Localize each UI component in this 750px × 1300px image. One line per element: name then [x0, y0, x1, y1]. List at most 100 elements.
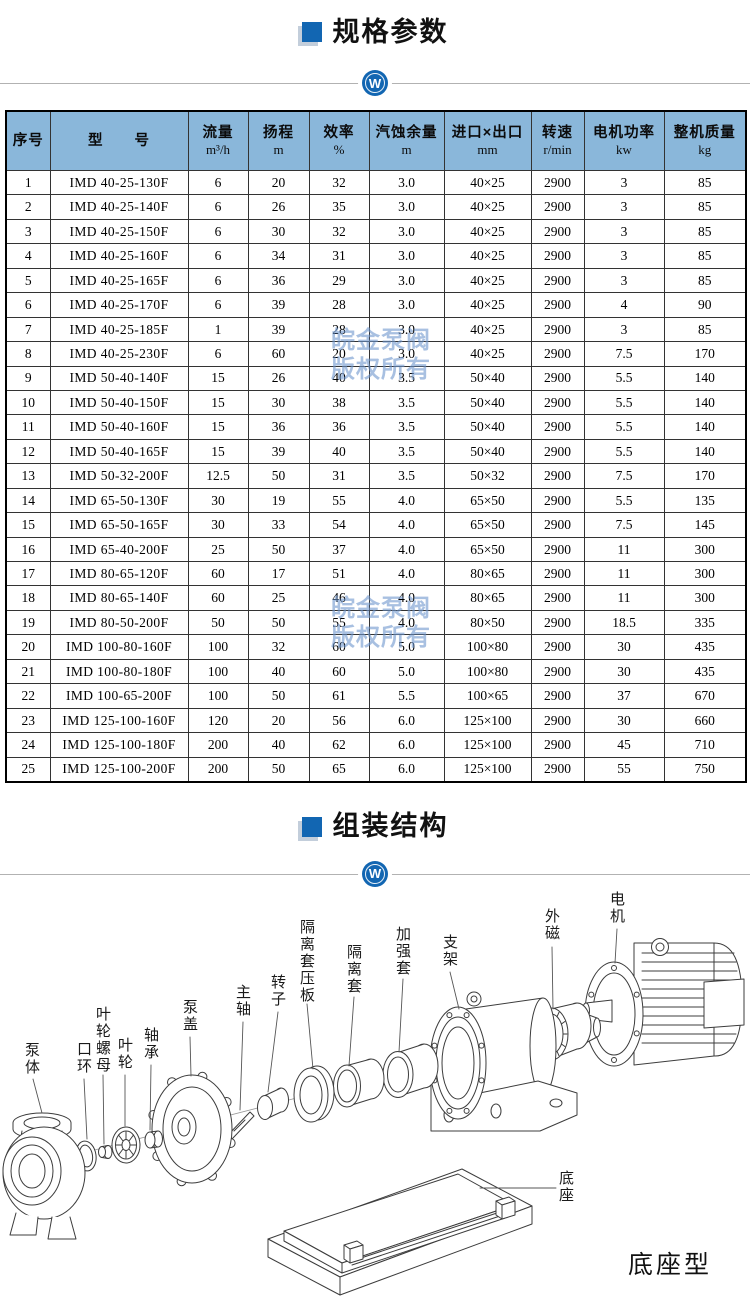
cell-npsh: 4.0 [368, 560, 445, 587]
cell-inlet-outlet: 80×65 [443, 585, 532, 611]
cell-no: 11 [5, 414, 51, 440]
cell-motor-power: 11 [583, 585, 665, 611]
table-row: 14 IMD 65-50-130F 30 19 55 4.0 65×50 2900 5.5 135 [5, 487, 747, 514]
cell-npsh: 3.5 [368, 414, 445, 440]
cell-inlet-outlet: 125×100 [443, 707, 532, 734]
reinforcement-sleeve-label: 加强套 [394, 925, 411, 977]
cell-efficiency: 60 [308, 634, 370, 660]
cell-no: 3 [5, 218, 51, 245]
cell-inlet-outlet: 40×25 [443, 341, 532, 367]
cell-inlet-outlet: 40×25 [443, 169, 532, 196]
cell-head: 39 [247, 292, 310, 318]
cell-inlet-outlet: 80×50 [443, 609, 532, 636]
cell-no: 15 [5, 512, 51, 538]
cell-flow: 100 [187, 634, 249, 660]
table-row: 13 IMD 50-32-200F 12.5 50 31 3.5 50×32 2900 7.5 1… [5, 463, 747, 489]
motor-drawing [582, 937, 745, 1067]
cell-model: IMD 40-25-170F [49, 292, 189, 318]
cell-flow: 200 [187, 756, 249, 783]
cell-npsh: 3.0 [368, 267, 445, 294]
cell-flow: 6 [187, 341, 249, 367]
cell-weight: 140 [663, 414, 747, 440]
column-label: 整机质量 [673, 125, 736, 142]
cell-motor-power: 5.5 [583, 414, 665, 440]
cell-efficiency: 36 [308, 414, 370, 440]
cell-speed: 2900 [530, 365, 585, 391]
cell-inlet-outlet: 80×65 [443, 560, 532, 587]
cell-weight: 90 [663, 292, 747, 318]
cell-weight: 135 [663, 487, 747, 514]
table-row: 25 IMD 125-100-200F 200 50 65 6.0 125×100 2900 5… [5, 756, 747, 783]
cell-inlet-outlet: 40×25 [443, 218, 532, 245]
cell-inlet-outlet: 100×65 [443, 683, 532, 709]
cell-speed: 2900 [530, 292, 585, 318]
cell-no: 20 [5, 634, 51, 660]
cell-efficiency: 55 [308, 609, 370, 636]
cell-npsh: 6.0 [368, 756, 445, 783]
cell-weight: 435 [663, 634, 747, 660]
cell-no: 16 [5, 536, 51, 563]
cell-model: IMD 100-65-200F [49, 683, 189, 709]
cell-no: 8 [5, 341, 51, 367]
cell-inlet-outlet: 100×80 [443, 634, 532, 660]
isolation-sleeve-plate-drawing [293, 1065, 335, 1123]
column-unit: m [273, 142, 284, 158]
cell-motor-power: 7.5 [583, 341, 665, 367]
impeller-nut-label: 叶轮螺母 [94, 1005, 111, 1074]
table-row: 5 IMD 40-25-165F 6 36 29 3.0 40×25 2900 3 85 [5, 267, 747, 294]
cell-weight: 140 [663, 365, 747, 391]
isolation-sleeve-drawing [333, 1058, 385, 1108]
cell-head: 50 [247, 756, 310, 783]
table-row: 21 IMD 100-80-180F 100 40 60 5.0 100×80 2900 30 4… [5, 658, 747, 685]
cell-model: IMD 40-25-140F [49, 194, 189, 220]
cell-no: 7 [5, 316, 51, 343]
cell-flow: 30 [187, 512, 249, 538]
cell-weight: 335 [663, 609, 747, 636]
cell-head: 17 [247, 560, 310, 587]
cell-flow: 50 [187, 609, 249, 636]
cell-motor-power: 11 [583, 536, 665, 563]
column-unit: m³/h [205, 142, 231, 158]
cell-speed: 2900 [530, 683, 585, 709]
column-label: 进口×出口 [451, 125, 524, 142]
cell-head: 32 [247, 634, 310, 660]
cell-flow: 60 [187, 560, 249, 587]
cell-model: IMD 125-100-160F [49, 707, 189, 734]
cell-speed: 2900 [530, 512, 585, 538]
cell-flow: 6 [187, 292, 249, 318]
cell-npsh: 6.0 [368, 732, 445, 758]
cell-npsh: 3.0 [368, 316, 445, 343]
cell-head: 50 [247, 536, 310, 563]
cell-motor-power: 5.5 [583, 365, 665, 391]
cell-flow: 15 [187, 365, 249, 391]
impeller-label: 叶轮 [116, 1036, 133, 1071]
cell-model: IMD 50-40-150F [49, 389, 189, 416]
cell-no: 10 [5, 389, 51, 416]
cell-inlet-outlet: 50×32 [443, 463, 532, 489]
section-divider: W [0, 860, 750, 887]
cell-weight: 300 [663, 585, 747, 611]
cell-head: 26 [247, 365, 310, 391]
cell-no: 6 [5, 292, 51, 318]
cell-motor-power: 55 [583, 756, 665, 783]
cell-speed: 2900 [530, 560, 585, 587]
cell-efficiency: 55 [308, 487, 370, 514]
cell-efficiency: 51 [308, 560, 370, 587]
cell-model: IMD 50-40-160F [49, 414, 189, 440]
bearing-drawing [144, 1130, 163, 1149]
cell-efficiency: 61 [308, 683, 370, 709]
cell-no: 17 [5, 560, 51, 587]
impeller-drawing [111, 1126, 141, 1164]
table-row: 24 IMD 125-100-180F 200 40 62 6.0 125×100 2900 4… [5, 732, 747, 758]
cell-efficiency: 37 [308, 536, 370, 563]
cell-model: IMD 40-25-160F [49, 243, 189, 269]
cell-motor-power: 4 [583, 292, 665, 318]
brand-w-logo-icon: W [362, 70, 388, 96]
cell-efficiency: 38 [308, 389, 370, 416]
cell-no: 25 [5, 756, 51, 783]
column-label: 转速 [542, 125, 573, 142]
cell-motor-power: 30 [583, 707, 665, 734]
cell-efficiency: 46 [308, 585, 370, 611]
assembly-diagram: 底座型 泵体 口环 叶轮螺母 叶轮 轴承 泵盖 主轴 转子 隔离套压板 隔离套 加强套 支架 外磁 电机底… [0, 879, 750, 1299]
cell-efficiency: 56 [308, 707, 370, 734]
